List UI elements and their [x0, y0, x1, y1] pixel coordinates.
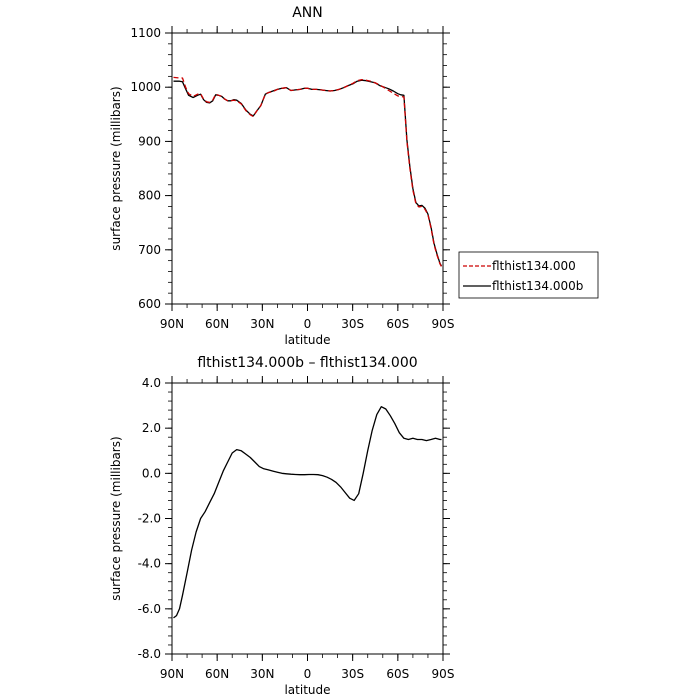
y-tick-label: -8.0: [138, 647, 161, 661]
y-tick-label: -6.0: [138, 602, 161, 616]
series-line-difference: [173, 406, 442, 619]
y-tick-label: 800: [138, 189, 161, 203]
legend-box: [458, 251, 599, 299]
series-line-flthist134-000: [173, 76, 443, 267]
x-tick-label: 0: [304, 667, 312, 681]
x-tick-label: 60N: [205, 317, 229, 331]
bottom-y-axis-label: surface pressure (millibars): [109, 436, 123, 600]
series-line-flthist134-000b: [173, 79, 443, 267]
y-tick-label: -4.0: [138, 557, 161, 571]
top-y-axis-label: surface pressure (millibars): [109, 86, 123, 250]
top-panel: ANN 600 700 800 900 1000 1100 90N 60N 30N 0 30S 60S…: [109, 5, 454, 347]
top-axis-ticks: 600 700 800 900 1000 1100 90N 60N 30N 0 30S 60S 90S: [130, 26, 454, 331]
y-tick-label: -2.0: [138, 512, 161, 526]
x-tick-label: 90S: [432, 317, 455, 331]
x-tick-label: 30N: [250, 667, 274, 681]
legend: flthist134.000 flthist134.000b: [458, 251, 599, 299]
y-tick-label: 4.0: [142, 376, 161, 390]
top-x-axis-label: latitude: [284, 333, 330, 347]
y-tick-label: 900: [138, 134, 161, 148]
bottom-series-lines: [173, 406, 442, 619]
legend-label-series-2: flthist134.000b: [492, 279, 583, 293]
x-tick-label: 90N: [160, 667, 184, 681]
y-tick-label: 1100: [130, 26, 161, 40]
x-tick-label: 30S: [341, 317, 364, 331]
bottom-chart-title: flthist134.000b – flthist134.000: [197, 355, 417, 371]
bottom-plot-frame: [171, 382, 444, 655]
y-tick-label: 700: [138, 243, 161, 257]
x-tick-label: 30S: [341, 667, 364, 681]
top-chart-title: ANN: [292, 5, 323, 21]
y-tick-label: 600: [138, 297, 161, 311]
y-tick-label: 1000: [130, 80, 161, 94]
x-tick-label: 60S: [386, 667, 409, 681]
x-tick-label: 30N: [250, 317, 274, 331]
top-plot-frame: [171, 32, 444, 305]
y-tick-label: 2.0: [142, 421, 161, 435]
top-series-lines: [173, 76, 443, 267]
bottom-panel: flthist134.000b – flthist134.000 -8.0 -6.…: [109, 355, 454, 697]
x-tick-label: 90S: [432, 667, 455, 681]
x-tick-label: 0: [304, 317, 312, 331]
legend-label-series-1: flthist134.000: [492, 259, 576, 273]
bottom-axis-ticks: -8.0 -6.0 -4.0 -2.0 0.0 2.0 4.0 90N 60N 30N 0 30S 60…: [138, 376, 455, 681]
bottom-x-axis-label: latitude: [284, 683, 330, 697]
x-tick-label: 90N: [160, 317, 184, 331]
y-tick-label: 0.0: [142, 466, 161, 480]
x-tick-label: 60S: [386, 317, 409, 331]
x-tick-label: 60N: [205, 667, 229, 681]
